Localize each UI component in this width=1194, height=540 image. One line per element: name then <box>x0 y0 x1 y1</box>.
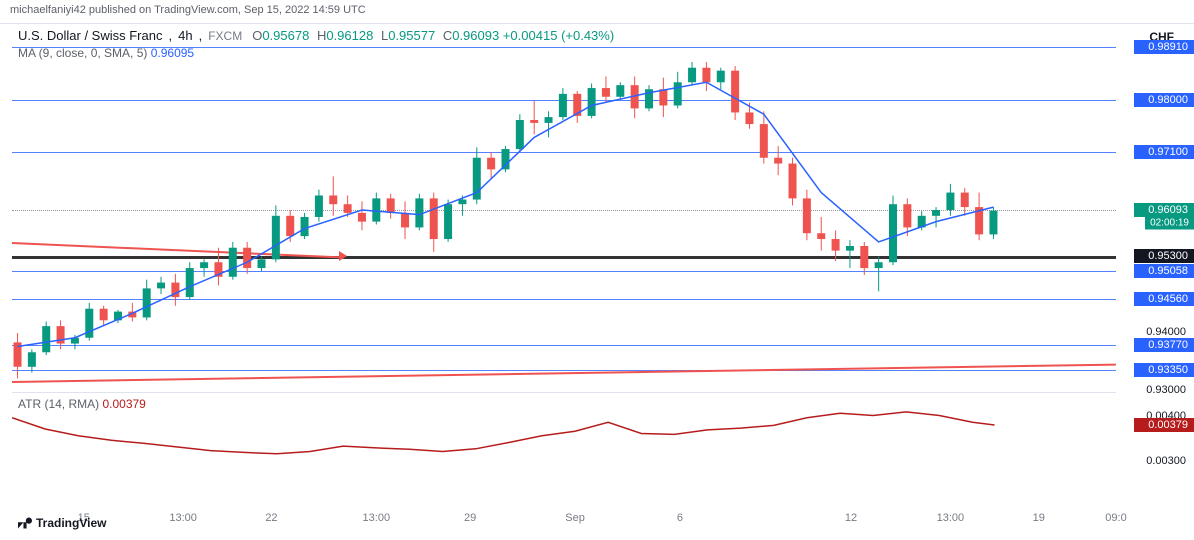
x-tick-label: 22 <box>265 512 277 524</box>
x-tick-label: 12 <box>845 512 857 524</box>
price-tag: 0.95300 <box>1134 249 1194 263</box>
countdown: 02:00:19 <box>1145 217 1194 230</box>
tradingview-logo: TradingView <box>18 516 106 530</box>
x-tick-label: 13:00 <box>363 512 391 524</box>
price-tag: 0.93770 <box>1134 338 1194 352</box>
atr-chart <box>12 393 1116 483</box>
price-tag: 0.95058 <box>1134 264 1194 278</box>
ma-line <box>18 82 994 346</box>
x-tick-label: 09:0 <box>1105 512 1126 524</box>
price-tag: 0.98000 <box>1134 93 1194 107</box>
y-tick-label: 0.94000 <box>1146 326 1186 338</box>
atr-tag: 0.00379 <box>1134 418 1194 432</box>
price-tag: 0.98910 <box>1134 40 1194 54</box>
price-axis: 0.940000.930000.989100.980000.971000.960… <box>1116 30 1194 390</box>
atr-pane[interactable]: ATR (14, RMA) 0.00379 0.004000.003000.00… <box>12 392 1116 482</box>
publish-info: michaelfaniyi42 published on TradingView… <box>0 0 1194 24</box>
x-tick-label: 29 <box>464 512 476 524</box>
candlestick-chart <box>12 30 1116 390</box>
x-tick-label: 13:00 <box>937 512 965 524</box>
x-tick-label: 19 <box>1033 512 1045 524</box>
price-tag: 0.96093 <box>1134 203 1194 217</box>
price-tag: 0.94560 <box>1134 292 1194 306</box>
atr-tick-label: 0.00300 <box>1146 455 1186 467</box>
price-tag: 0.97100 <box>1134 145 1194 159</box>
y-tick-label: 0.93000 <box>1146 384 1186 396</box>
price-tag: 0.93350 <box>1134 363 1194 377</box>
price-pane[interactable] <box>12 30 1116 390</box>
x-tick-label: Sep <box>565 512 585 524</box>
x-tick-label: 13:00 <box>169 512 197 524</box>
time-axis: 1513:002213:0029Sep61213:001909:0 <box>12 512 1116 532</box>
x-tick-label: 6 <box>677 512 683 524</box>
